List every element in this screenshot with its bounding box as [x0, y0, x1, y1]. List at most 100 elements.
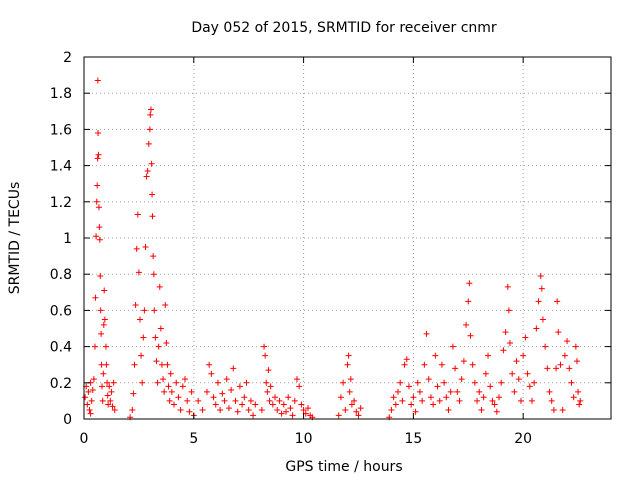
data-point — [280, 401, 287, 408]
data-point — [401, 361, 408, 368]
data-point — [346, 388, 353, 395]
data-point — [496, 394, 503, 401]
data-point — [232, 397, 239, 404]
data-point — [504, 283, 511, 290]
data-point — [98, 330, 105, 337]
data-point — [149, 213, 156, 220]
data-point — [105, 401, 112, 408]
data-point — [173, 379, 180, 386]
data-point — [104, 379, 111, 386]
data-point — [537, 273, 544, 280]
data-point — [247, 397, 254, 404]
data-point — [96, 236, 103, 243]
data-point — [230, 365, 237, 372]
chart-title: Day 052 of 2015, SRMTID for receiver cnm… — [191, 20, 497, 36]
data-point — [568, 379, 575, 386]
data-point — [150, 271, 157, 278]
data-point — [570, 394, 577, 401]
data-point — [287, 405, 294, 412]
data-point — [405, 383, 412, 390]
x-tick-label: 5 — [189, 431, 198, 447]
data-point — [388, 406, 395, 413]
data-point — [140, 334, 147, 341]
data-point — [465, 298, 472, 305]
data-point — [101, 316, 108, 323]
data-point — [136, 316, 143, 323]
data-point — [95, 151, 102, 158]
x-tick-labels: 0 5 10 15 20 — [80, 431, 533, 447]
data-point — [438, 361, 445, 368]
data-point — [158, 361, 165, 368]
data-point — [274, 406, 281, 413]
data-point — [100, 321, 107, 328]
data-point — [90, 376, 97, 383]
data-point — [195, 397, 202, 404]
data-point — [210, 394, 217, 401]
data-point — [131, 361, 138, 368]
data-point — [542, 343, 549, 350]
data-point — [95, 130, 102, 137]
data-point — [474, 397, 481, 404]
data-point — [87, 410, 94, 417]
data-point — [149, 191, 156, 198]
data-point — [531, 379, 538, 386]
data-point — [85, 388, 92, 395]
data-point — [399, 397, 406, 404]
y-tick-label: 1.6 — [50, 122, 72, 138]
data-point — [89, 387, 96, 394]
data-point — [291, 397, 298, 404]
data-point — [546, 388, 553, 395]
data-point — [106, 383, 113, 390]
data-point — [412, 408, 419, 415]
x-axis-label: GPS time / hours — [285, 459, 402, 475]
data-point — [539, 316, 546, 323]
data-point — [423, 330, 430, 337]
data-point — [138, 352, 145, 359]
data-point — [144, 168, 151, 175]
data-point — [355, 412, 362, 419]
data-point — [533, 325, 540, 332]
data-point — [147, 106, 154, 113]
data-point — [511, 388, 518, 395]
data-point — [166, 397, 173, 404]
data-point — [147, 111, 154, 118]
data-point — [425, 376, 432, 383]
y-tick-label: 1.8 — [50, 86, 72, 102]
data-point — [182, 376, 189, 383]
data-point — [179, 383, 186, 390]
data-point — [165, 383, 172, 390]
data-point — [97, 273, 104, 280]
data-point — [141, 307, 148, 314]
data-point — [390, 394, 397, 401]
data-point — [243, 379, 250, 386]
data-point — [245, 406, 252, 413]
data-point — [469, 361, 476, 368]
data-point — [443, 394, 450, 401]
x-tick-label: 15 — [404, 431, 422, 447]
data-point — [234, 408, 241, 415]
data-point — [348, 401, 355, 408]
data-point — [239, 401, 246, 408]
data-point — [357, 405, 364, 412]
data-point — [561, 352, 568, 359]
data-point — [199, 406, 206, 413]
data-point — [489, 397, 496, 404]
data-point — [100, 370, 107, 377]
data-point — [283, 408, 290, 415]
data-point — [206, 361, 213, 368]
data-point — [148, 160, 155, 167]
data-point — [155, 343, 162, 350]
data-point — [463, 321, 470, 328]
data-point — [177, 406, 184, 413]
data-point — [353, 408, 360, 415]
data-point — [163, 339, 170, 346]
data-point — [264, 388, 271, 395]
data-point — [526, 383, 533, 390]
data-point — [397, 379, 404, 386]
data-point — [104, 392, 111, 399]
data-point — [577, 397, 584, 404]
data-point — [221, 397, 228, 404]
data-point — [293, 376, 300, 383]
y-tick-label: 0.2 — [50, 376, 72, 392]
data-point — [103, 361, 110, 368]
